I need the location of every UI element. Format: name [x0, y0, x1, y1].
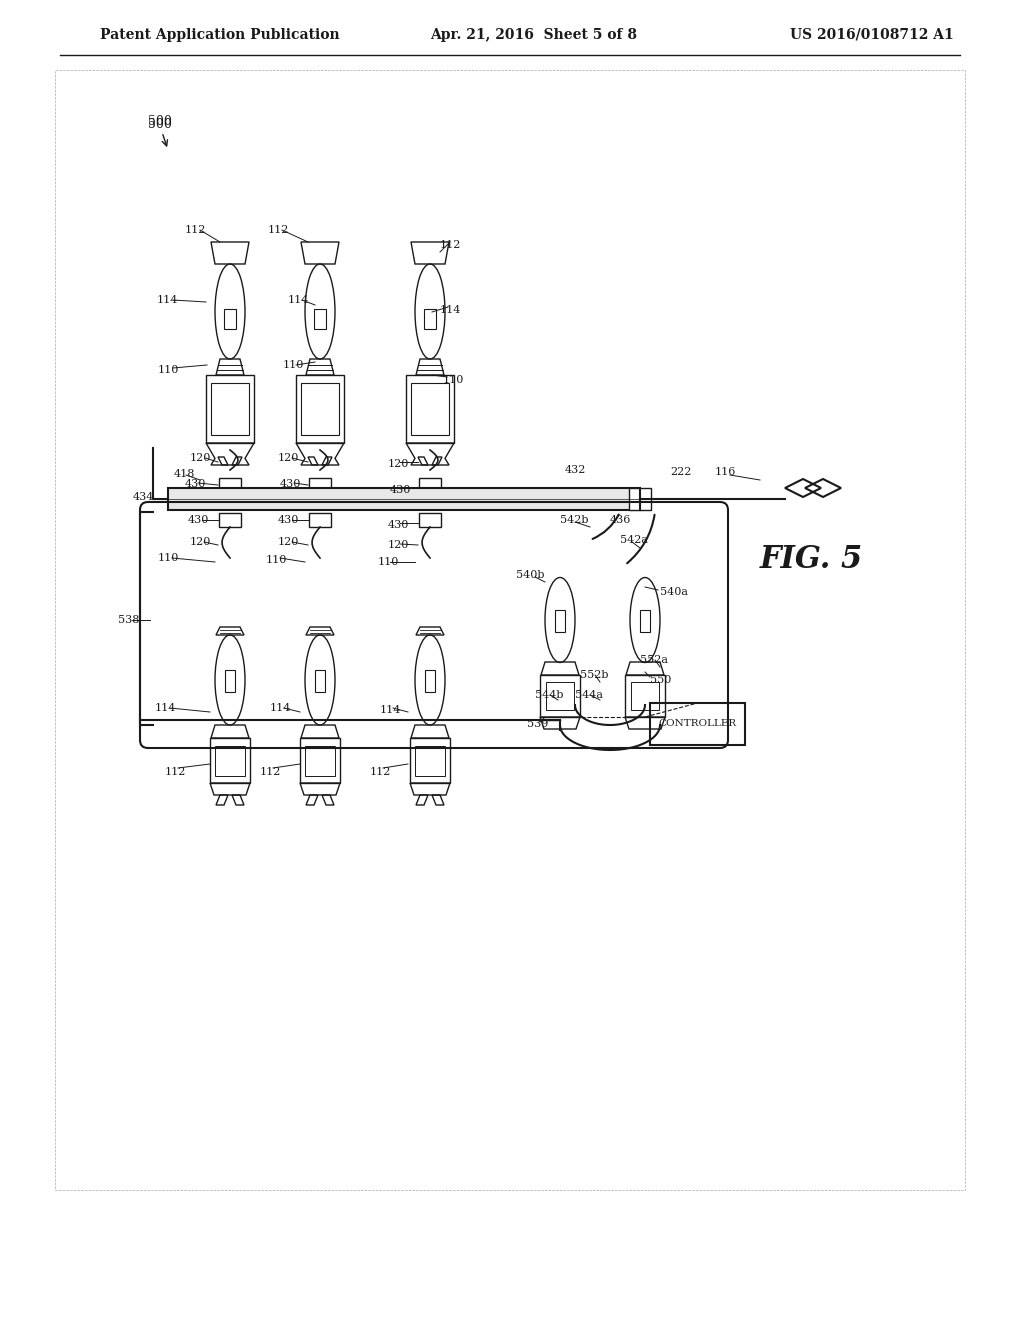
Bar: [296, 375, 344, 444]
Text: 552b: 552b: [580, 671, 608, 680]
Text: 500: 500: [148, 119, 172, 132]
Bar: [210, 738, 250, 783]
Text: Patent Application Publication: Patent Application Publication: [100, 28, 340, 42]
Bar: [406, 375, 454, 444]
Bar: [415, 746, 445, 776]
Text: 112: 112: [260, 767, 282, 777]
Text: 112: 112: [165, 767, 186, 777]
Bar: [315, 671, 325, 692]
Bar: [419, 513, 441, 527]
Text: 552a: 552a: [640, 655, 668, 665]
Text: 110: 110: [158, 553, 179, 564]
Text: 120: 120: [388, 459, 410, 469]
Bar: [540, 675, 580, 717]
Bar: [410, 738, 450, 783]
Text: 544b: 544b: [535, 690, 563, 700]
Bar: [206, 375, 254, 444]
Text: 114: 114: [440, 305, 462, 315]
Text: 542b: 542b: [560, 515, 589, 525]
Text: 432: 432: [565, 465, 587, 475]
Text: FIG. 5: FIG. 5: [760, 544, 863, 576]
Text: 110: 110: [378, 557, 399, 568]
Text: 110: 110: [443, 375, 464, 385]
Bar: [309, 478, 331, 492]
Bar: [300, 738, 340, 783]
Bar: [640, 610, 650, 632]
Text: 436: 436: [610, 515, 632, 525]
Text: 110: 110: [266, 554, 288, 565]
Text: 418: 418: [174, 469, 196, 479]
Text: 110: 110: [283, 360, 304, 370]
Text: 542a: 542a: [620, 535, 648, 545]
Bar: [411, 383, 449, 436]
Text: 112: 112: [440, 240, 462, 249]
Text: 112: 112: [268, 224, 290, 235]
FancyBboxPatch shape: [168, 488, 640, 510]
Bar: [425, 671, 435, 692]
Text: 550: 550: [650, 675, 672, 685]
Text: 114: 114: [270, 704, 292, 713]
Text: 110: 110: [158, 366, 179, 375]
Text: 540a: 540a: [660, 587, 688, 597]
Text: 120: 120: [278, 453, 299, 463]
Text: Apr. 21, 2016  Sheet 5 of 8: Apr. 21, 2016 Sheet 5 of 8: [430, 28, 637, 42]
Bar: [224, 309, 236, 329]
Text: 114: 114: [155, 704, 176, 713]
Text: 430: 430: [388, 520, 410, 531]
Text: 112: 112: [370, 767, 391, 777]
Text: 120: 120: [388, 540, 410, 550]
Text: 430: 430: [185, 479, 207, 488]
Text: 434: 434: [133, 492, 155, 502]
Text: 120: 120: [190, 453, 211, 463]
Text: US 2016/0108712 A1: US 2016/0108712 A1: [790, 28, 953, 42]
Text: 430: 430: [390, 484, 412, 495]
Text: 430: 430: [188, 515, 209, 525]
Text: 116: 116: [715, 467, 736, 477]
Bar: [55, 70, 965, 1191]
Text: 120: 120: [278, 537, 299, 546]
Bar: [625, 675, 665, 717]
Bar: [650, 704, 745, 744]
Text: 544a: 544a: [575, 690, 603, 700]
Bar: [219, 478, 241, 492]
Bar: [211, 383, 249, 436]
Text: 500: 500: [148, 115, 172, 128]
Text: 112: 112: [185, 224, 207, 235]
Text: 540b: 540b: [516, 570, 545, 579]
Bar: [219, 513, 241, 527]
Text: 114: 114: [157, 294, 178, 305]
Text: 430: 430: [280, 479, 301, 488]
Text: 114: 114: [380, 705, 401, 715]
Text: 430: 430: [278, 515, 299, 525]
Text: 222: 222: [670, 467, 691, 477]
Bar: [225, 671, 234, 692]
Bar: [215, 746, 245, 776]
Bar: [555, 610, 565, 632]
Text: 538: 538: [118, 615, 139, 624]
Bar: [546, 682, 574, 710]
Text: CONTROLLER: CONTROLLER: [658, 719, 736, 729]
Bar: [419, 478, 441, 492]
Bar: [309, 513, 331, 527]
Bar: [629, 488, 651, 510]
Bar: [424, 309, 436, 329]
Text: 114: 114: [288, 294, 309, 305]
Text: 539: 539: [527, 719, 549, 729]
Bar: [631, 682, 659, 710]
Bar: [314, 309, 326, 329]
Bar: [301, 383, 339, 436]
Bar: [305, 746, 335, 776]
Text: 120: 120: [190, 537, 211, 546]
